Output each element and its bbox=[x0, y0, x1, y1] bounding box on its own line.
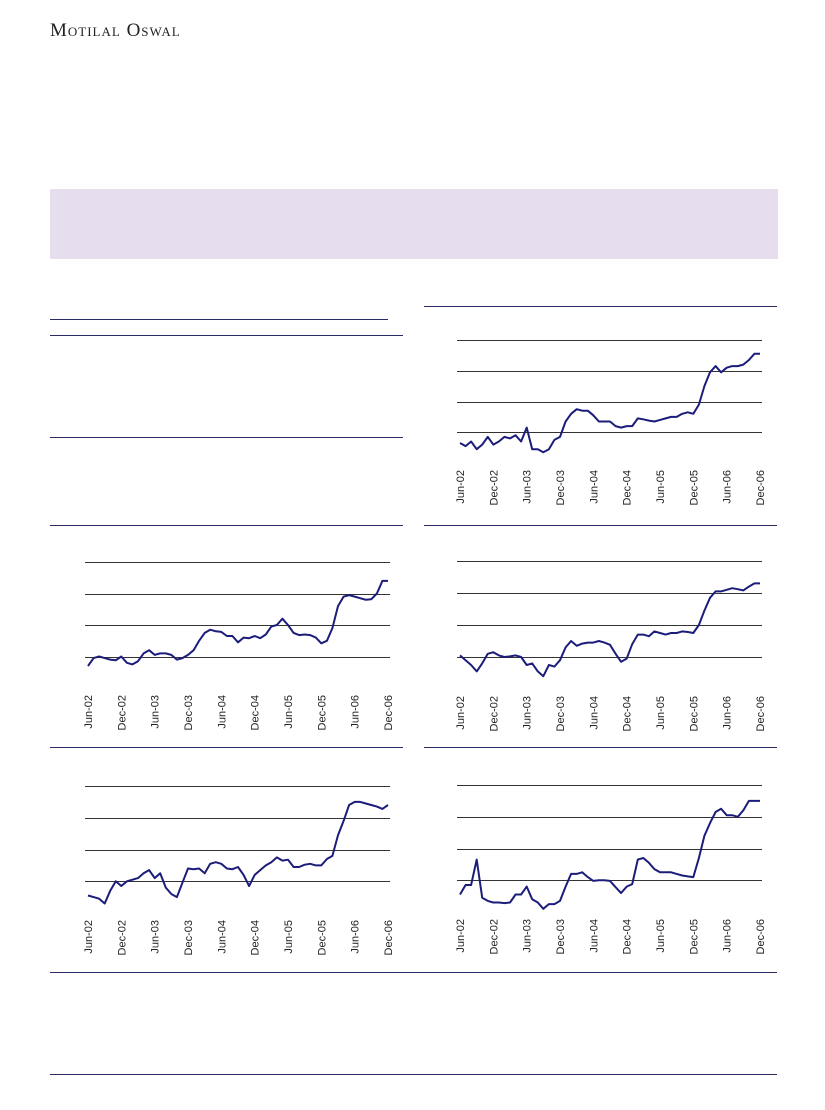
x-tick-label: Dec-05 bbox=[688, 919, 700, 954]
x-tick-label: Jun-03 bbox=[522, 696, 534, 730]
x-tick-label: Dec-06 bbox=[755, 696, 767, 731]
x-tick-label: Dec-06 bbox=[755, 919, 767, 954]
data-line bbox=[87, 579, 388, 667]
x-tick-label: Dec-05 bbox=[688, 696, 700, 731]
x-tick-label: Dec-04 bbox=[250, 695, 262, 730]
data-line bbox=[459, 352, 760, 454]
x-tick-label: Jun-03 bbox=[522, 470, 534, 504]
x-tick-label: Dec-05 bbox=[316, 920, 328, 955]
x-tick-label: Jun-06 bbox=[722, 919, 734, 953]
x-tick-label: Jun-04 bbox=[588, 696, 600, 730]
x-tick-label: Dec-02 bbox=[488, 919, 500, 954]
x-tick-label: Dec-05 bbox=[316, 695, 328, 730]
highlight-box bbox=[50, 189, 778, 259]
x-tick-label: Jun-06 bbox=[350, 695, 362, 729]
x-tick-label: Dec-03 bbox=[555, 470, 567, 505]
x-tick-label: Jun-02 bbox=[83, 920, 95, 954]
x-tick-label: Jun-05 bbox=[655, 696, 667, 730]
x-tick-label: Dec-04 bbox=[622, 919, 634, 954]
x-tick-label: Jun-06 bbox=[722, 696, 734, 730]
x-tick-label: Dec-03 bbox=[555, 696, 567, 731]
x-tick-label: Jun-05 bbox=[283, 695, 295, 729]
x-tick-label: Dec-04 bbox=[250, 920, 262, 955]
x-tick-label: Dec-04 bbox=[622, 696, 634, 731]
x-tick-label: Jun-04 bbox=[588, 470, 600, 504]
x-tick-label: Jun-04 bbox=[588, 919, 600, 953]
x-tick-label: Dec-06 bbox=[383, 920, 395, 955]
x-tick-label: Jun-04 bbox=[216, 920, 228, 954]
data-line bbox=[459, 799, 760, 910]
x-tick-label: Dec-03 bbox=[183, 920, 195, 955]
x-tick-label: Jun-06 bbox=[722, 470, 734, 504]
x-tick-label: Dec-06 bbox=[755, 470, 767, 505]
x-tick-label: Dec-03 bbox=[183, 695, 195, 730]
x-tick-label: Jun-02 bbox=[455, 470, 467, 504]
rules bbox=[50, 306, 777, 1075]
x-tick-label: Jun-05 bbox=[283, 920, 295, 954]
x-tick-label: Jun-04 bbox=[216, 695, 228, 729]
brand: Motilal Oswal bbox=[50, 20, 181, 41]
x-tick-label: Dec-03 bbox=[555, 919, 567, 954]
x-tick-label: Dec-02 bbox=[116, 695, 128, 730]
x-tick-label: Jun-03 bbox=[150, 920, 162, 954]
x-tick-label: Jun-02 bbox=[455, 696, 467, 730]
x-tick-label: Dec-06 bbox=[383, 695, 395, 730]
x-tick-label: Dec-02 bbox=[488, 470, 500, 505]
data-line bbox=[459, 582, 760, 678]
x-tick-label: Jun-05 bbox=[655, 919, 667, 953]
x-tick-label: Jun-03 bbox=[150, 695, 162, 729]
x-tick-label: Jun-05 bbox=[655, 470, 667, 504]
data-line bbox=[87, 800, 389, 905]
x-tick-label: Dec-04 bbox=[622, 470, 634, 505]
x-tick-label: Jun-02 bbox=[455, 919, 467, 953]
x-tick-label: Dec-02 bbox=[116, 920, 128, 955]
x-tick-label: Jun-06 bbox=[350, 920, 362, 954]
x-tick-label: Jun-02 bbox=[83, 695, 95, 729]
x-tick-label: Jun-03 bbox=[522, 919, 534, 953]
x-tick-label: Dec-05 bbox=[688, 470, 700, 505]
x-tick-label: Dec-02 bbox=[488, 696, 500, 731]
